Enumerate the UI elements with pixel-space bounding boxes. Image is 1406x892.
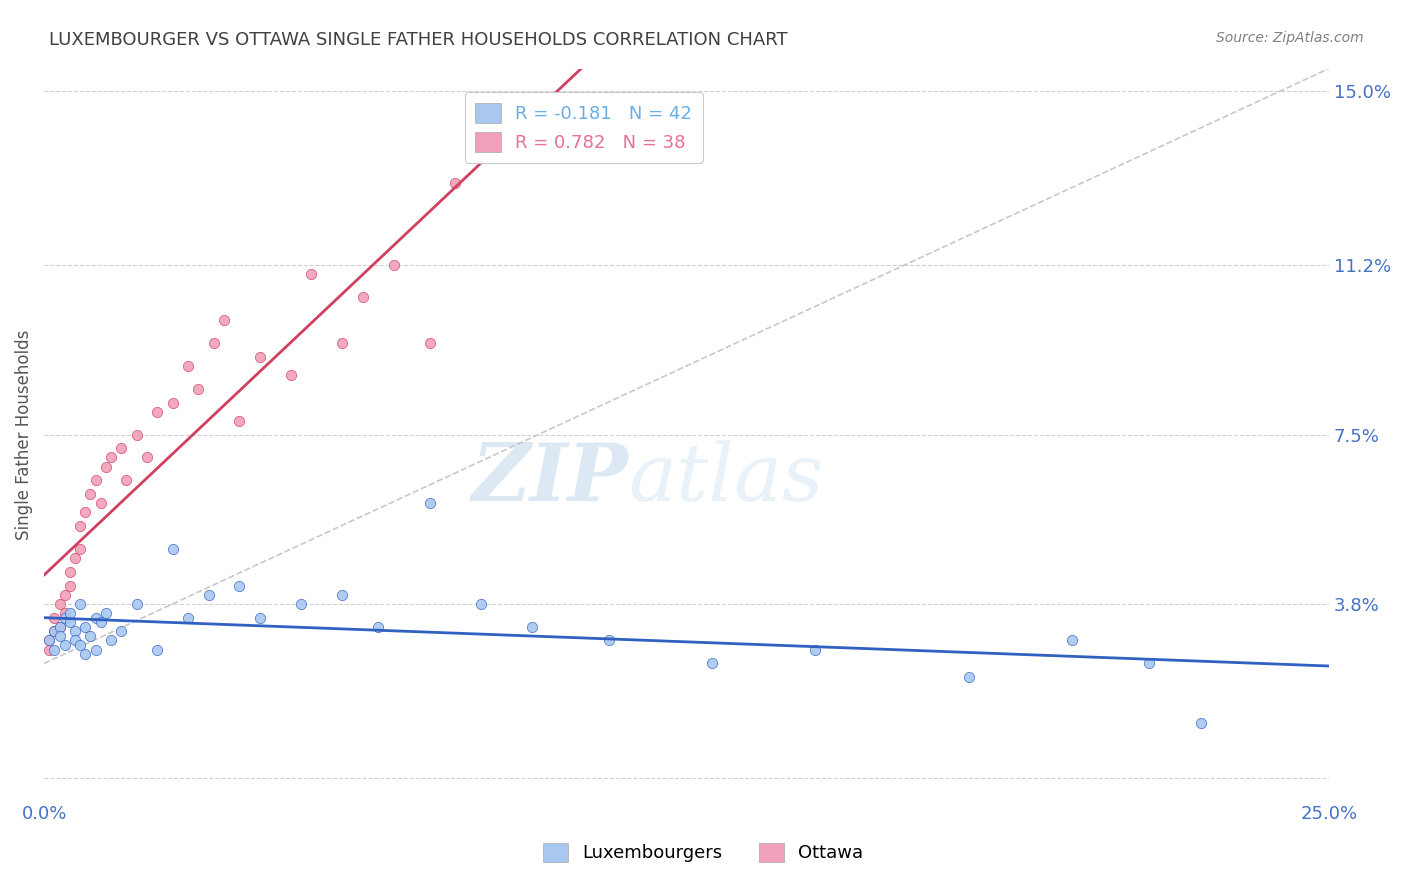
Point (146, 405, 169, 419)
Point (75, 620, 97, 634)
Point (48, 597, 70, 611)
Point (63, 551, 86, 566)
Point (280, 368, 302, 383)
Point (110, 442, 132, 456)
Point (115, 473, 138, 487)
Point (187, 382, 209, 396)
Point (44, 624, 66, 639)
Point (69, 638, 91, 652)
Point (48, 629, 70, 643)
Point (38, 633, 60, 648)
Y-axis label: Single Father Households: Single Father Households (15, 329, 32, 540)
Legend: R = -0.181   N = 42, R = 0.782   N = 38: R = -0.181 N = 42, R = 0.782 N = 38 (464, 92, 703, 162)
Point (249, 610, 271, 624)
Legend: Luxembourgers, Ottawa: Luxembourgers, Ottawa (536, 836, 870, 870)
Point (352, 290, 374, 304)
Point (59, 565, 82, 579)
Point (1137, 657, 1160, 671)
Point (228, 414, 250, 428)
Point (63, 633, 86, 648)
Point (59, 606, 82, 620)
Point (53, 638, 76, 652)
Point (84, 642, 107, 657)
Point (44, 610, 66, 624)
Point (48, 620, 70, 634)
Point (90, 496, 112, 510)
Point (100, 450, 122, 465)
Point (146, 642, 169, 657)
Point (69, 597, 91, 611)
Text: atlas: atlas (628, 440, 824, 517)
Point (63, 624, 86, 639)
Point (702, 657, 724, 671)
Point (125, 427, 148, 442)
Point (162, 541, 184, 556)
Point (53, 588, 76, 602)
Point (299, 268, 322, 282)
Point (367, 620, 389, 634)
Point (1189, 715, 1212, 730)
Point (69, 541, 91, 556)
Point (125, 597, 148, 611)
Text: LUXEMBOURGER VS OTTAWA SINGLE FATHER HOUSEHOLDS CORRELATION CHART: LUXEMBOURGER VS OTTAWA SINGLE FATHER HOU… (49, 31, 787, 49)
Point (59, 615, 82, 629)
Point (90, 615, 112, 629)
Point (75, 505, 97, 519)
Point (38, 642, 60, 657)
Point (957, 670, 980, 684)
Point (38, 633, 60, 648)
Point (202, 336, 225, 351)
Point (84, 473, 107, 487)
Point (177, 359, 200, 373)
Point (804, 642, 827, 657)
Point (79, 629, 101, 643)
Point (382, 258, 405, 272)
Point (470, 597, 492, 611)
Point (110, 624, 132, 639)
Point (249, 350, 271, 364)
Point (177, 610, 200, 624)
Point (79, 487, 101, 501)
Point (330, 588, 353, 602)
Point (53, 610, 76, 624)
Point (53, 606, 76, 620)
Point (598, 633, 620, 648)
Point (84, 610, 107, 624)
Point (135, 450, 157, 465)
Point (212, 313, 235, 327)
Point (419, 336, 441, 351)
Point (75, 647, 97, 661)
Point (94, 606, 117, 620)
Point (48, 620, 70, 634)
Point (330, 336, 353, 351)
Text: Source: ZipAtlas.com: Source: ZipAtlas.com (1216, 31, 1364, 45)
Point (290, 597, 312, 611)
Point (197, 588, 219, 602)
Point (419, 496, 441, 510)
Point (44, 624, 66, 639)
Point (100, 633, 122, 648)
Point (1060, 633, 1083, 648)
Point (444, 176, 467, 190)
Point (59, 578, 82, 592)
Point (69, 519, 91, 533)
Point (162, 395, 184, 409)
Point (228, 578, 250, 592)
Point (522, 620, 544, 634)
Point (44, 642, 66, 657)
Text: ZIP: ZIP (472, 440, 628, 517)
Point (94, 459, 117, 474)
